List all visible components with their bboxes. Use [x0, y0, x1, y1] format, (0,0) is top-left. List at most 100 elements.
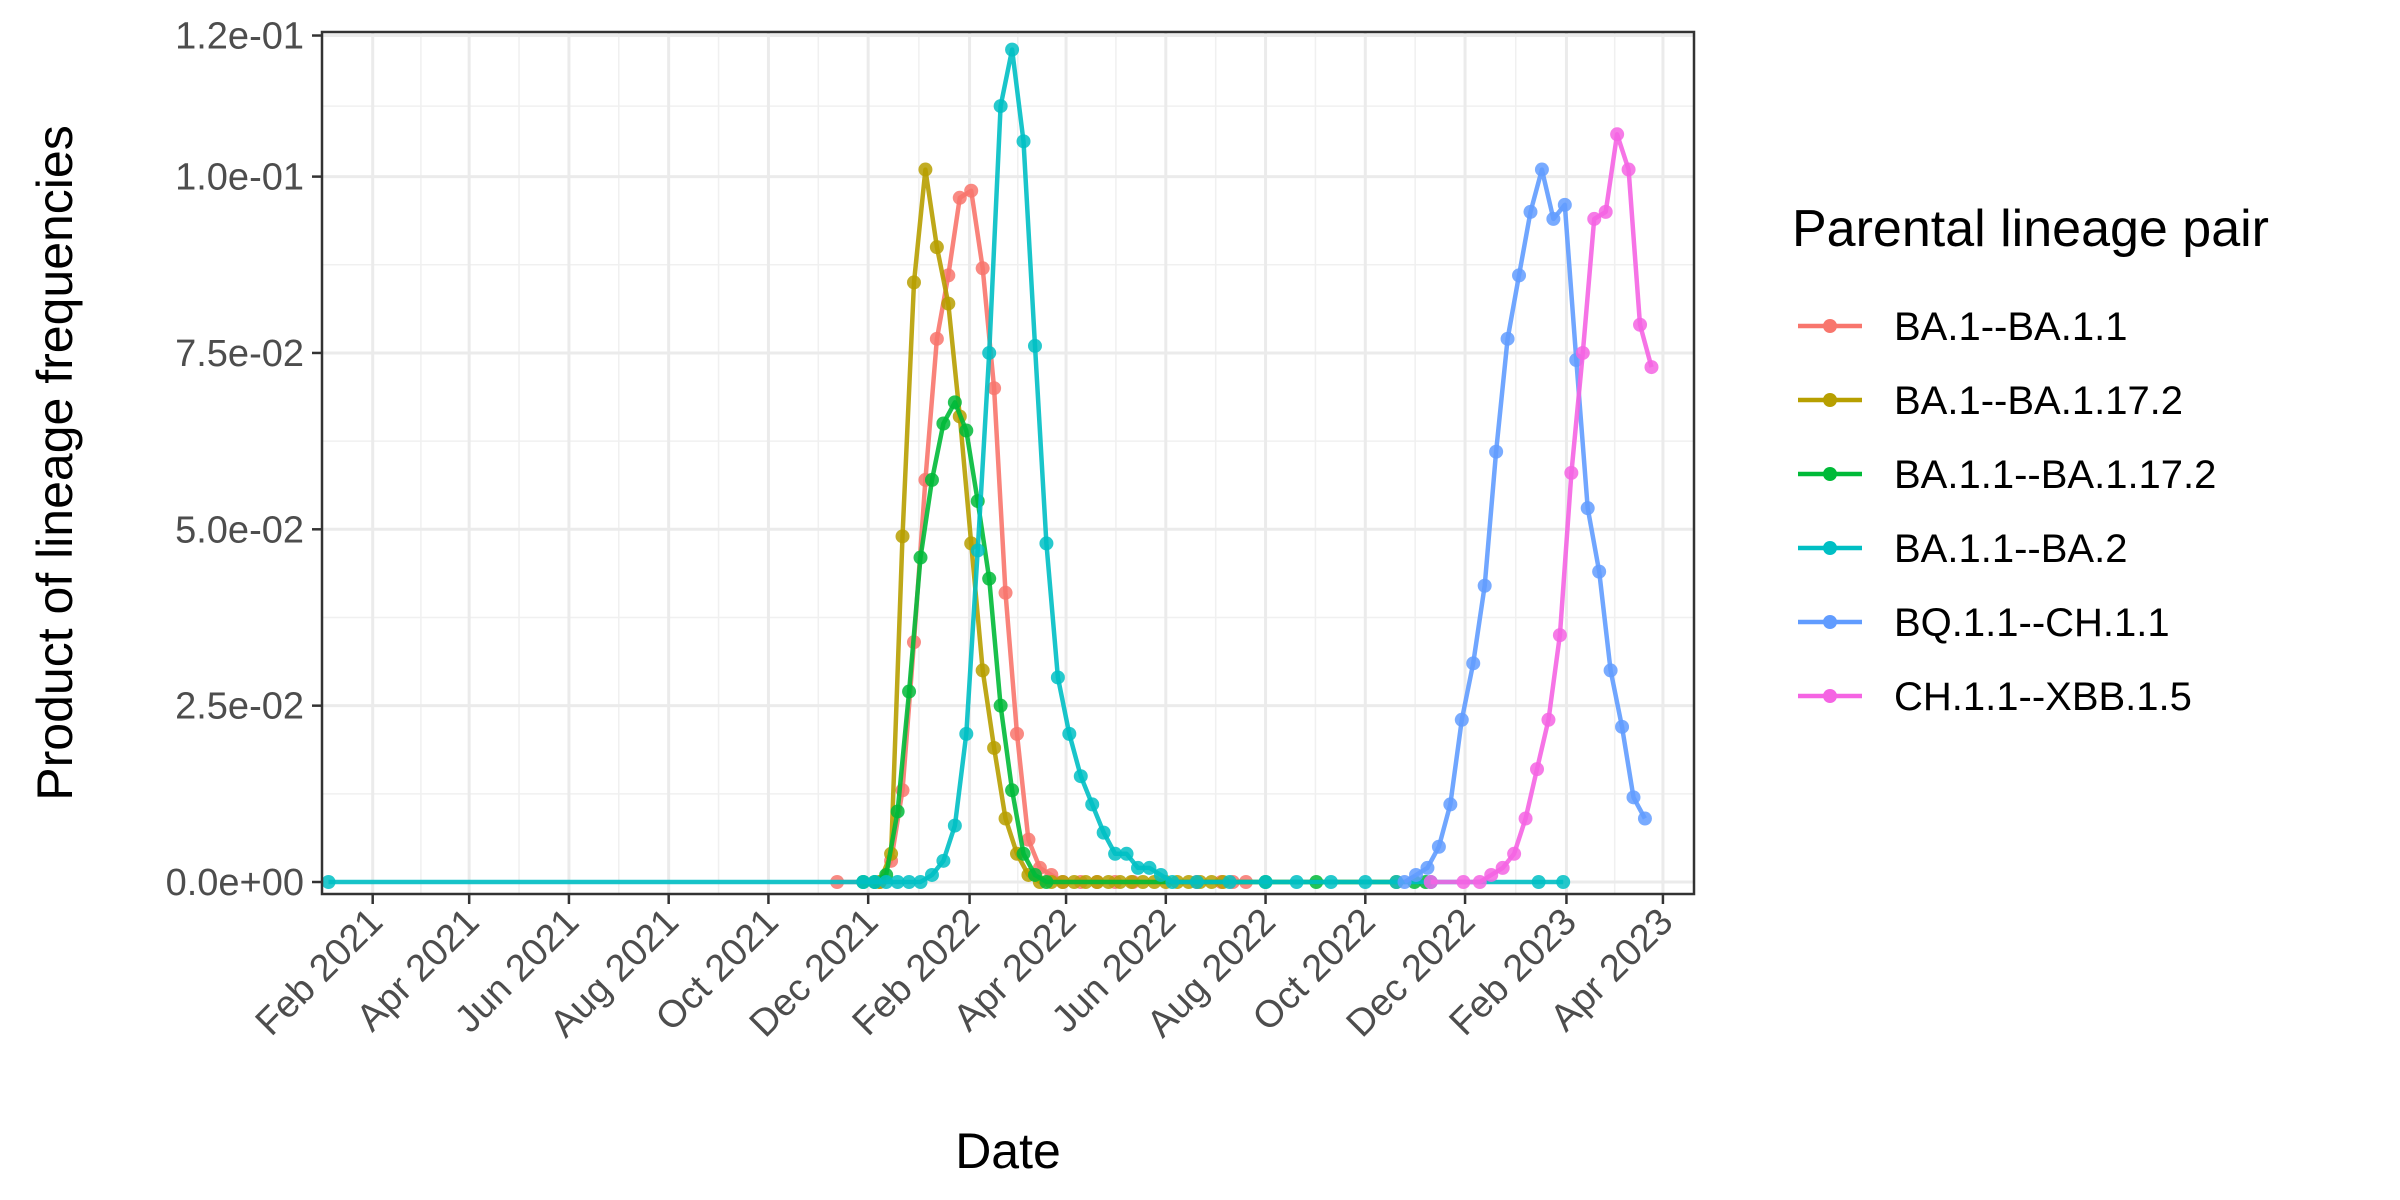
data-point	[1633, 317, 1648, 332]
data-point	[1222, 875, 1237, 890]
legend-item: CH.1.1--XBB.1.5	[1798, 675, 2192, 719]
data-point	[1644, 360, 1659, 375]
legend-label: BQ.1.1--CH.1.1	[1894, 601, 2170, 645]
data-point	[1423, 875, 1438, 890]
y-axis: 0.0e+00 2.5e-02 5.0e-02 7.5e-02 1.0e-01 1.2e-…	[166, 16, 322, 904]
data-point	[1189, 875, 1204, 890]
data-point	[1016, 134, 1031, 149]
data-point	[1005, 42, 1020, 57]
data-point	[879, 875, 894, 890]
data-point	[1556, 875, 1571, 890]
data-point	[959, 423, 974, 438]
data-point	[1409, 867, 1424, 882]
series-layer	[321, 42, 1659, 890]
data-point	[1456, 875, 1471, 890]
legend-key-point	[1823, 689, 1837, 703]
legend-label: BA.1--BA.1.17.2	[1894, 379, 2183, 423]
data-point	[1062, 726, 1077, 741]
data-point	[1027, 338, 1042, 353]
y-axis-title: Product of lineage frequencies	[27, 125, 83, 800]
data-point	[906, 275, 921, 290]
data-point	[1615, 719, 1630, 734]
data-point	[1289, 875, 1304, 890]
data-point	[1431, 839, 1446, 854]
legend-item: BA.1--BA.1.1	[1798, 305, 2127, 349]
data-point	[1119, 846, 1134, 861]
y-tick-label: 0.0e+00	[166, 862, 304, 904]
series-CH.1.1--XBB.1.5	[1423, 127, 1659, 890]
data-point	[1523, 204, 1538, 219]
data-point	[1073, 769, 1088, 784]
legend-label: CH.1.1--XBB.1.5	[1894, 675, 2192, 719]
data-point	[1500, 331, 1515, 346]
data-point	[1518, 811, 1533, 826]
data-point	[1096, 825, 1111, 840]
plot-border	[320, 30, 1696, 896]
data-point	[947, 395, 962, 410]
data-point	[1466, 656, 1481, 671]
data-point	[1575, 345, 1590, 360]
data-point	[1443, 797, 1458, 812]
legend-item: BQ.1.1--CH.1.1	[1798, 601, 2170, 645]
data-point	[1258, 875, 1273, 890]
data-point	[1016, 846, 1031, 861]
legend: Parental lineage pair BA.1--BA.1.1 BA.1--…	[1792, 200, 2269, 719]
data-point	[936, 853, 951, 868]
data-point	[1564, 465, 1579, 480]
data-point	[867, 875, 882, 890]
data-point	[1484, 867, 1499, 882]
data-point	[1489, 444, 1504, 459]
data-point	[987, 740, 1002, 755]
data-point	[890, 875, 905, 890]
data-point	[1603, 663, 1618, 678]
legend-item: BA.1.1--BA.1.17.2	[1798, 453, 2216, 497]
data-point	[1598, 204, 1613, 219]
data-point	[1323, 875, 1338, 890]
y-tick-label: 1.2e-01	[175, 16, 304, 58]
legend-key-point	[1823, 393, 1837, 407]
data-point	[1472, 875, 1487, 890]
data-point	[993, 698, 1008, 713]
data-point	[924, 867, 939, 882]
data-point	[975, 261, 990, 276]
data-point	[1552, 628, 1567, 643]
data-point	[947, 818, 962, 833]
legend-item: BA.1--BA.1.17.2	[1798, 379, 2183, 423]
data-point	[929, 331, 944, 346]
data-point	[1610, 127, 1625, 142]
data-point	[913, 875, 928, 890]
data-point	[936, 416, 951, 431]
data-point	[929, 240, 944, 255]
series-BA.1.1--BA.2	[321, 42, 1571, 890]
data-point	[1358, 875, 1373, 890]
data-point	[1621, 162, 1636, 177]
data-point	[982, 571, 997, 586]
data-point	[970, 543, 985, 558]
series-line	[1403, 167, 1647, 884]
data-point	[902, 875, 917, 890]
data-point	[1397, 875, 1412, 890]
data-point	[959, 726, 974, 741]
data-point	[1580, 501, 1595, 516]
data-point	[1039, 875, 1054, 890]
y-tick-label: 1.0e-01	[175, 157, 304, 199]
data-point	[982, 345, 997, 360]
data-point	[952, 190, 967, 205]
data-point	[321, 875, 336, 890]
data-point	[964, 183, 979, 198]
data-point	[1512, 268, 1527, 283]
y-tick-label: 2.5e-02	[175, 686, 304, 728]
data-point	[975, 663, 990, 678]
data-point	[1005, 783, 1020, 798]
y-tick-label: 7.5e-02	[175, 333, 304, 375]
data-point	[1009, 726, 1024, 741]
legend-title: Parental lineage pair	[1792, 200, 2269, 258]
data-point	[1153, 867, 1168, 882]
data-point	[890, 804, 905, 819]
data-point	[1541, 712, 1556, 727]
data-point	[1420, 860, 1435, 875]
data-point	[993, 99, 1008, 114]
legend-key-point	[1823, 615, 1837, 629]
data-point	[1530, 762, 1545, 777]
